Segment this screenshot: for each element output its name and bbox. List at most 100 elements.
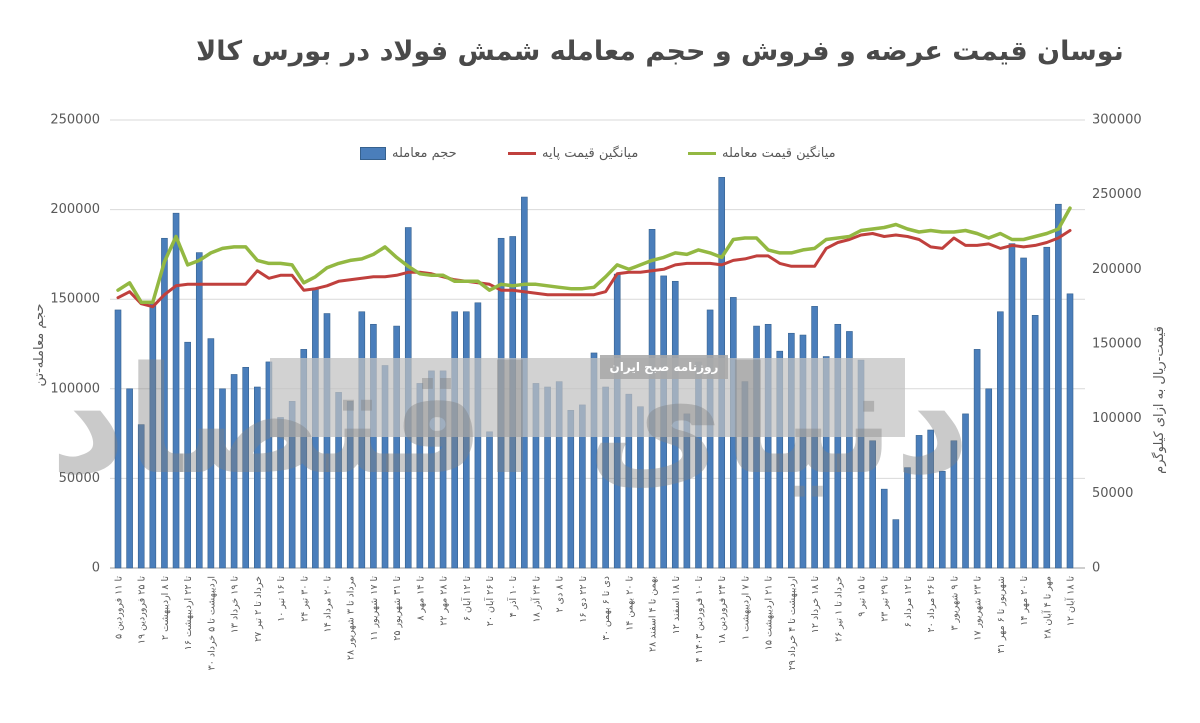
volume-bar — [462, 311, 470, 569]
x-axis-tick-label: ۱۲ تا ۱۸ آبان — [1064, 576, 1077, 627]
volume-bar — [880, 488, 888, 569]
left-axis-tick-label: 150000 — [50, 292, 100, 307]
volume-bar — [1008, 243, 1016, 569]
volume-bar — [915, 435, 923, 569]
x-axis-tick-label: ۱۹ تا ۲۵ فروردین — [137, 576, 148, 644]
x-axis-tick-label: ۳ تا ۹ شهریور — [949, 576, 960, 631]
x-axis-tick-label: ۲۷ خرداد تا ۲ تیر — [253, 576, 264, 642]
left-axis-tick-label: 50000 — [59, 471, 100, 486]
x-axis-tick-label: ۹ تا ۱۵ تیر — [857, 576, 868, 617]
volume-bar — [846, 331, 853, 569]
x-axis-tick-label: ۲۵ تا ۳۱ شهریور — [392, 576, 403, 641]
volume-bar — [1043, 246, 1051, 569]
x-axis-tick-label: ۲۸ مهر تا ۴ آبان — [1040, 576, 1053, 639]
legend-item-base-price: میانگین قیمت پایه — [508, 140, 638, 166]
x-axis-tick-label: ۱۴ تا ۲۰ مهر — [1019, 576, 1030, 626]
volume-bar — [172, 212, 180, 569]
volume-bar — [1020, 257, 1027, 569]
x-axis-tick-label: ۲۴ تا ۳۰ تیر — [299, 576, 310, 622]
right-axis-tick-label: 300000 — [1092, 113, 1142, 128]
volume-bar — [706, 309, 714, 569]
right-axis-tick-label: 250000 — [1092, 187, 1142, 202]
left-axis-tick-label: 0 — [92, 561, 100, 576]
x-axis-tick-label: ۲۰ تا ۲۶ مرداد — [926, 576, 937, 633]
x-axis-tick-label: ۲۹ اردیبهشت تا ۴ خرداد — [787, 576, 798, 670]
volume-bar — [207, 338, 215, 569]
x-axis-tick-label: ۲۳ تا ۲۹ تیر — [880, 576, 891, 622]
x-axis-tick-label: ۱۸ تا ۲۴ آذر — [529, 576, 542, 623]
volume-bar — [683, 413, 691, 569]
right-axis-tick-label: 200000 — [1092, 262, 1142, 277]
volume-bar — [811, 306, 818, 569]
volume-bar — [149, 302, 157, 569]
x-axis-tick-label: ۱۷ تا ۲۳ شهریور — [973, 576, 984, 641]
volume-bar — [486, 431, 493, 569]
volume-bar — [753, 325, 760, 569]
x-axis-tick-label: ۱۶ تا ۲۲ اردیبهشت — [183, 576, 194, 651]
x-axis-tick-label: ۲۸ بهمن تا ۴ اسفند — [648, 576, 659, 652]
right-axis-tick-label: 50000 — [1092, 486, 1133, 501]
x-axis-tick-label: ۱۱ تا ۱۷ شهریور — [369, 576, 380, 641]
x-axis-tick-label: ۳۱ شهریور تا ۶ مهر — [996, 576, 1007, 653]
x-axis-tick-label: ۸ تا ۱۴ مهر — [415, 576, 426, 621]
left-axis-tick-label: 250000 — [50, 113, 100, 128]
legend-label-volume: حجم معامله — [392, 145, 457, 161]
volume-bar — [300, 349, 308, 569]
volume-bar — [195, 252, 203, 569]
volume-bar — [265, 361, 273, 569]
volume-bar — [393, 325, 400, 569]
watermark-badge: روزنامه صبح ایران — [600, 355, 728, 379]
x-axis-tick-label: ۴ تا ۱۰ فروردین ۱۴۰۳ — [694, 576, 705, 663]
x-axis-tick-label: ۱۵ تا ۲۱ اردیبهشت — [764, 576, 775, 651]
trade-price-line — [116, 206, 1072, 304]
x-axis-tick-label: ۱۴ تا ۲۰ مرداد — [322, 576, 333, 633]
volume-bar — [1066, 293, 1074, 569]
x-axis-tick-label: ۲۲ تا ۲۸ مهر — [439, 576, 450, 626]
right-axis-tick-label: 100000 — [1092, 411, 1142, 426]
volume-bar — [973, 349, 981, 569]
volume-bar — [370, 323, 377, 569]
watermark-band — [270, 358, 905, 437]
x-axis-tick-label: ۲ تا ۸ دی — [555, 576, 566, 613]
x-axis-tick-label: ۱۲ تا ۱۸ اسفند — [671, 576, 682, 635]
left-axis-tick-label: 200000 — [50, 202, 100, 217]
volume-bar — [764, 323, 772, 569]
legend-item-volume: حجم معامله — [360, 140, 457, 166]
volume-bar — [590, 352, 598, 569]
right-axis-tick-label: 0 — [1092, 561, 1100, 576]
volume-bar — [997, 311, 1004, 569]
x-axis-tick-label: ۲ تا ۸ اردیبهشت — [160, 576, 171, 640]
legend-item-trade-price: میانگین قیمت معامله — [688, 140, 836, 166]
right-axis-tick-label: 150000 — [1092, 337, 1142, 352]
x-axis-tick-label: ۲۶ خرداد تا ۱ تیر — [833, 576, 844, 642]
x-axis-tick-label: ۱ تا ۷ اردیبهشت — [740, 576, 751, 640]
base-price-line — [116, 229, 1072, 309]
volume-bar — [985, 388, 993, 569]
volume-bar — [230, 374, 238, 569]
volume-bar — [799, 334, 807, 569]
x-axis-tick-label: ۵ تا ۱۱ فروردین — [114, 576, 125, 639]
left-axis-tick-label: 100000 — [50, 381, 100, 396]
x-axis-tick-label: ۲۸ مرداد تا ۳ شهریور — [346, 576, 357, 660]
x-axis-tick-label: ۶ تا ۱۲ مرداد — [903, 576, 914, 628]
trade-price-line-swatch — [688, 151, 716, 155]
volume-bar — [904, 467, 911, 569]
volume-bar — [137, 424, 145, 569]
volume-bar — [254, 386, 261, 569]
volume-bar — [834, 323, 842, 569]
x-axis-tick-label: ۱۶ تا ۲۲ دی — [578, 576, 589, 623]
volume-bar — [962, 413, 969, 569]
x-axis-tick-label: ۲۰ تا ۲۶ آبان — [483, 576, 496, 627]
volume-bar — [776, 350, 784, 569]
volume-bar — [451, 311, 458, 569]
volume-bar — [114, 309, 122, 569]
base-price-line-swatch — [508, 151, 536, 155]
x-axis-tick-label: ۶ تا ۱۲ آبان — [460, 576, 473, 621]
volume-bar — [1055, 203, 1062, 569]
volume-bar — [950, 440, 958, 569]
chart-title: نوسان قیمت عرضه و فروش و حجم معامله شمش … — [196, 36, 1124, 67]
volume-bar — [869, 440, 876, 569]
legend: حجم معامله میانگین قیمت پایه میانگین قیم… — [0, 140, 1200, 168]
x-axis-tick-label: ۴ تا ۱۰ آذر — [506, 576, 519, 618]
